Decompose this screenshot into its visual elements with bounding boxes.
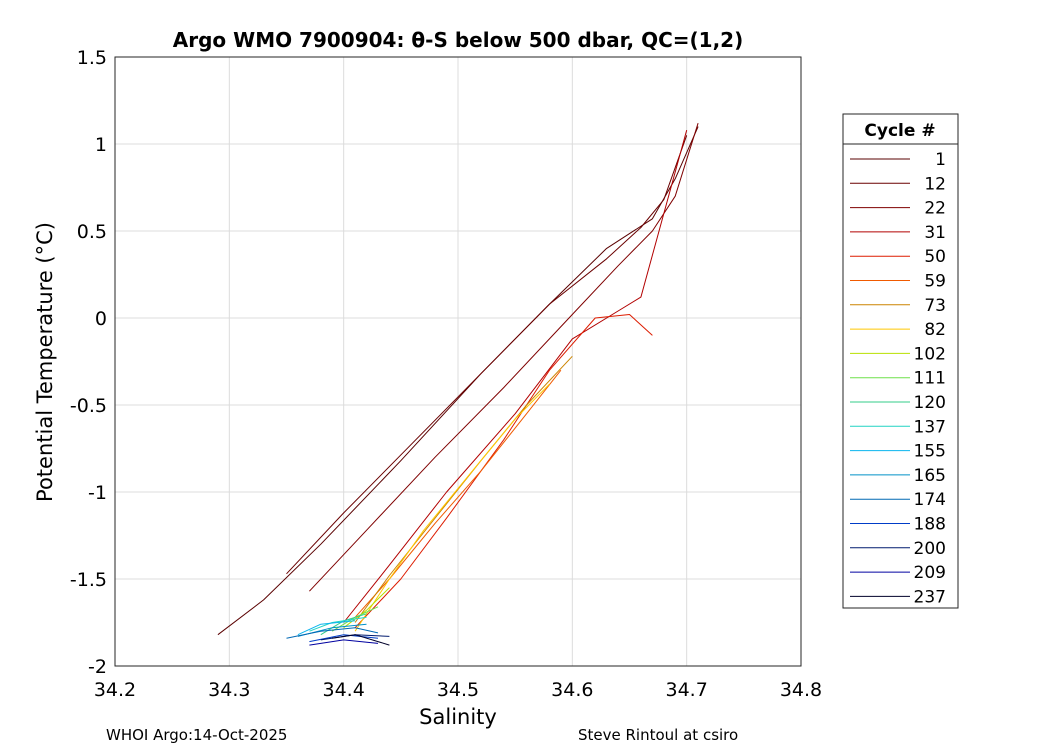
series-line-cycle-174 [286, 627, 379, 639]
x-tick-label: 34.5 [437, 679, 479, 701]
legend-label: 188 [914, 515, 946, 535]
y-tick-labels: -2 -1.5 -1 -0.5 0 0.5 1 1.5 [70, 47, 107, 678]
x-tick-label: 34.3 [208, 679, 250, 701]
legend-label: 50 [924, 247, 946, 267]
legend-label: 12 [924, 174, 946, 194]
series-line-cycle-82 [354, 383, 550, 632]
x-axis-label: Salinity [419, 705, 497, 729]
y-tick-label: -0.5 [70, 395, 107, 417]
legend-box [842, 113, 959, 609]
legend-label: 59 [924, 272, 946, 292]
legend-label: 82 [924, 320, 946, 340]
series-line-cycle-209 [309, 639, 379, 646]
legend-label: 209 [914, 563, 946, 583]
legend-label: 237 [914, 587, 946, 607]
x-tick-label: 34.7 [666, 679, 708, 701]
series-line-cycle-188 [309, 634, 379, 643]
series-line-cycle-12 [286, 135, 688, 575]
legend-label: 174 [914, 490, 946, 510]
y-tick-label: 1 [95, 134, 107, 156]
y-tick-label: -1.5 [70, 569, 107, 591]
y-tick-label: 0 [95, 308, 107, 330]
series-layer [217, 122, 699, 646]
legend: Cycle # 1 12 22 31 50 59 73 82 102 111 120 137 155 16… [842, 113, 959, 609]
series-line-cycle-22 [309, 122, 699, 592]
legend-title: Cycle # [864, 121, 935, 141]
y-tick-label: -1 [88, 482, 107, 504]
footer-right: Steve Rintoul at csiro [578, 726, 739, 744]
y-tick-label: 1.5 [77, 47, 107, 69]
x-tick-label: 34.2 [94, 679, 136, 701]
legend-label: 200 [914, 539, 946, 559]
x-tick-label: 34.4 [323, 679, 365, 701]
legend-label: 1 [935, 150, 946, 170]
y-tick-label: 0.5 [77, 221, 107, 243]
y-axis-label: Potential Temperature (°C) [33, 222, 57, 502]
series-line-cycle-137 [309, 616, 367, 632]
legend-label: 165 [914, 466, 946, 486]
legend-label: 120 [914, 393, 946, 413]
series-line-cycle-102 [343, 587, 390, 629]
legend-label: 22 [924, 199, 946, 219]
legend-label: 31 [924, 223, 946, 243]
legend-label: 102 [914, 344, 946, 364]
series-line-cycle-73 [354, 355, 573, 623]
legend-label: 155 [914, 442, 946, 462]
legend-label: 111 [914, 369, 946, 389]
y-tick-label: -2 [88, 656, 107, 678]
series-line-cycle-31 [343, 129, 688, 623]
series-line-cycle-59 [354, 369, 562, 618]
x-tick-labels: 34.2 34.3 34.4 34.5 34.6 34.7 34.8 [94, 679, 822, 701]
legend-label: 137 [914, 417, 946, 437]
x-tick-label: 34.6 [551, 679, 593, 701]
footer-left: WHOI Argo:14-Oct-2025 [106, 726, 288, 744]
chart-title: Argo WMO 7900904: θ-S below 500 dbar, QC… [173, 28, 743, 52]
plot-frame [114, 56, 802, 667]
series-line-cycle-237 [332, 634, 390, 646]
x-tick-label: 34.8 [780, 679, 822, 701]
series-line-cycle-155 [297, 620, 356, 636]
legend-label: 73 [924, 296, 946, 316]
legend-items: 1 12 22 31 50 59 73 82 102 111 120 137 155 165 174 188 2… [850, 150, 946, 607]
